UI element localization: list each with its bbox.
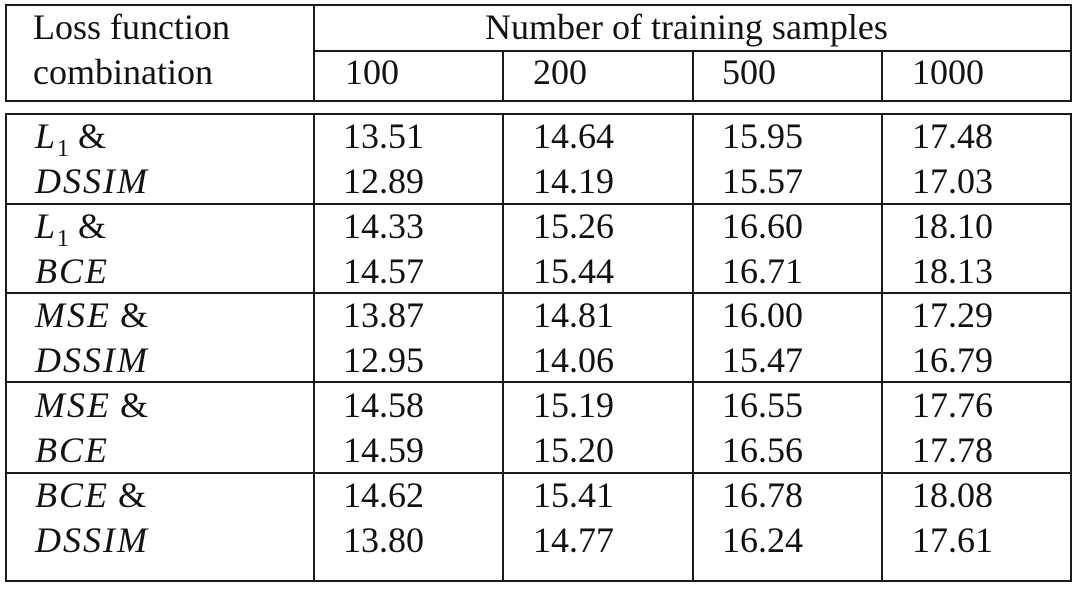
table-cell-value: 16.60 [722,206,803,246]
table-cell-value: 14.57 [343,251,424,291]
row-label-line2: DSSIM [35,161,149,201]
right-border-header [1070,4,1072,102]
table-cell-value: 14.06 [533,340,614,380]
row-label-line2: DSSIM [35,340,149,380]
col-divider-1-body [502,113,504,582]
group-separator-1 [5,203,1072,205]
table-cell-value: 16.79 [912,340,993,380]
left-border-body [5,113,7,582]
row-label-math: L [35,206,58,246]
row-label-line1: L1 & [35,114,106,163]
table-cell-value: 15.95 [722,116,803,156]
col-divider-1-header [502,50,504,102]
table-cell-value: 14.58 [343,385,424,425]
row-label-line2: BCE [35,430,109,470]
row-label-line1: MSE & [35,293,148,337]
header-combination: combination [33,52,213,92]
row-label-line1: BCE & [35,473,146,517]
table-cell-value: 18.13 [912,251,993,291]
row-label-line1: MSE & [35,383,148,427]
table-cell-value: 15.20 [533,430,614,470]
group-separator-3 [5,381,1072,383]
row-label-ampersand: & [110,385,148,425]
table-cell-value: 13.51 [343,116,424,156]
header-loss-function: Loss function [33,7,230,47]
table-cell-value: 15.47 [722,340,803,380]
table-cell-value: 13.80 [343,520,424,560]
table-top-border [5,4,1072,6]
table-cell-value: 14.77 [533,520,614,560]
row-label-math: MSE [35,385,111,425]
table-cell-value: 14.81 [533,295,614,335]
table-cell-value: 16.00 [722,295,803,335]
table-bottom-border [5,580,1072,582]
header-bottom-border [5,100,1072,102]
table-cell-value: 14.19 [533,161,614,201]
group-separator-2 [5,292,1072,294]
row-label-line1: L1 & [35,204,106,253]
row-label-line2: BCE [35,251,109,291]
col-divider-0-body [313,113,315,582]
table-cell-value: 18.08 [912,475,993,515]
table-cell-value: 18.10 [912,206,993,246]
table-cell-value: 16.55 [722,385,803,425]
table-cell-value: 17.78 [912,430,993,470]
table-cell-value: 15.57 [722,161,803,201]
table-cell-value: 12.89 [343,161,424,201]
col-divider-3-header [881,50,883,102]
table-cell-value: 15.19 [533,385,614,425]
col-divider-3-body [881,113,883,582]
table-cell-value: 17.76 [912,385,993,425]
table-cell-value: 12.95 [343,340,424,380]
table-cell-value: 16.24 [722,520,803,560]
row-label-ampersand: & [110,295,148,335]
row-label-subscript: 1 [57,136,70,162]
table-cell-value: 14.59 [343,430,424,470]
row-label-ampersand: & [69,116,107,156]
table-cell-value: 15.26 [533,206,614,246]
table-cell-value: 14.64 [533,116,614,156]
col-divider-2-body [692,113,694,582]
col-divider-0-header [313,4,315,102]
row-label-line2: DSSIM [35,520,149,560]
table-cell-value: 14.62 [343,475,424,515]
table-cell-value: 16.78 [722,475,803,515]
header-samples-100: 100 [345,52,399,92]
body-top-border [5,113,1072,115]
table-cell-value: 16.56 [722,430,803,470]
table-cell-value: 16.71 [722,251,803,291]
header-number-of-training-samples: Number of training samples [485,7,888,47]
row-label-math: BCE [35,475,109,515]
header-samples-500: 500 [722,52,776,92]
table-cell-value: 17.61 [912,520,993,560]
header-samples-1000: 1000 [912,52,984,92]
row-label-ampersand: & [109,475,147,515]
table-cell-value: 17.03 [912,161,993,201]
right-border-body [1070,113,1072,582]
table-cell-value: 15.41 [533,475,614,515]
row-label-subscript: 1 [57,226,70,252]
row-label-math: MSE [35,295,111,335]
table-cell-value: 14.33 [343,206,424,246]
table-cell-value: 17.48 [912,116,993,156]
table-cell-value: 13.87 [343,295,424,335]
left-border-header [5,4,7,102]
table-cell-value: 17.29 [912,295,993,335]
table-cell-value: 15.44 [533,251,614,291]
col-divider-2-header [692,50,694,102]
group-separator-4 [5,472,1072,474]
row-label-math: L [35,116,58,156]
results-table: Loss function combination Number of trai… [5,4,1072,582]
header-samples-200: 200 [533,52,587,92]
row-label-ampersand: & [69,206,107,246]
